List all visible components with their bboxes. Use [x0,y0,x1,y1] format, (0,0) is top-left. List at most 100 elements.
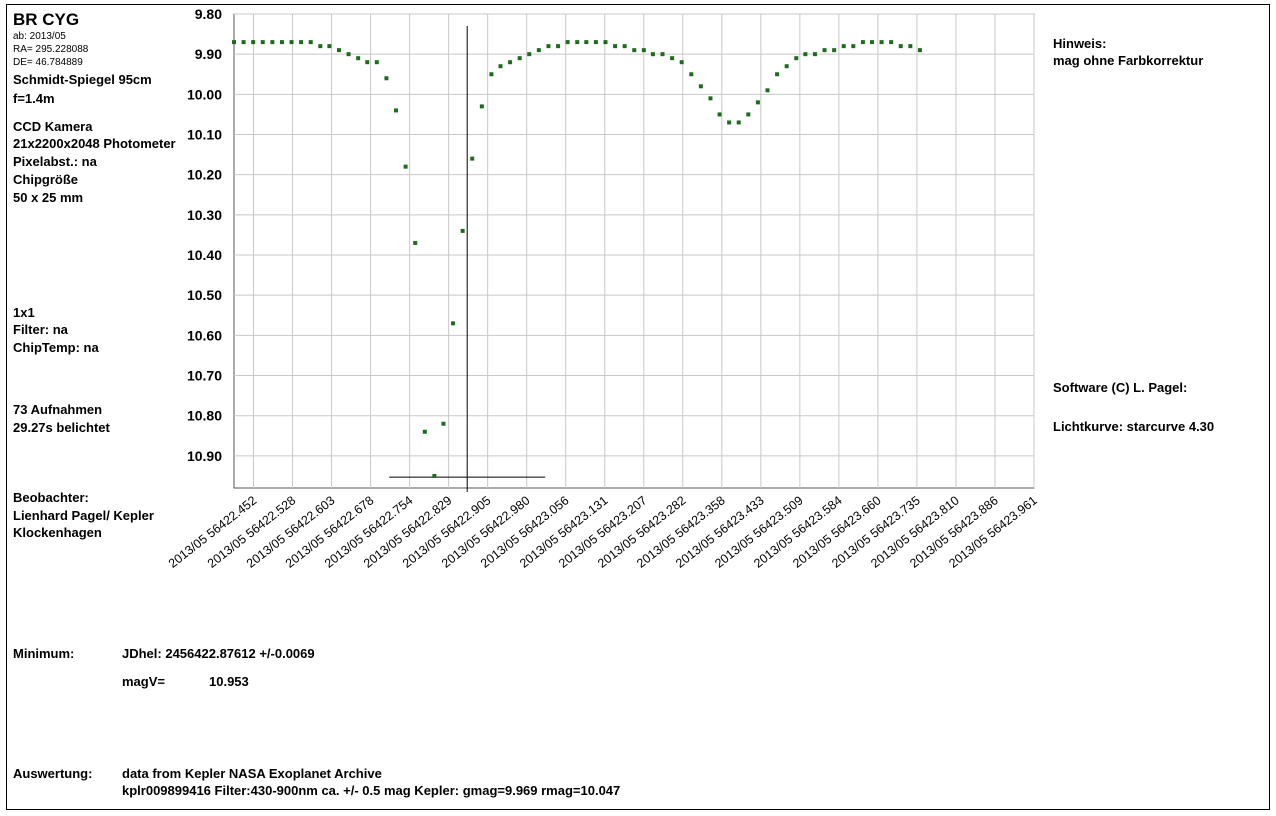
data-point [575,40,580,45]
data-point [327,44,332,49]
data-point [270,40,275,45]
data-point [851,44,856,49]
y-tick-label: 10.20 [187,167,222,183]
data-point [650,52,655,57]
data-point [260,40,265,45]
data-point [232,40,236,45]
chart-frame [6,4,1270,810]
data-point [822,48,827,53]
data-point [441,421,446,426]
data-point [546,44,551,49]
telescope: Schmidt-Spiegel 95cm [13,72,152,87]
data-point [356,56,361,61]
data-point [670,56,675,61]
data-point [717,112,722,117]
magv-label: magV= [122,674,165,689]
observer-name: Lienhard Pagel/ Kepler [13,508,154,523]
data-point [632,48,637,53]
data-point [470,156,475,161]
chip-temperature: ChipTemp: na [13,340,99,355]
data-point [394,108,399,113]
data-point [593,40,598,45]
minimum-jdhel: JDhel: 2456422.87612 +/-0.0069 [122,646,315,661]
data-point [241,40,246,45]
binning: 1x1 [13,305,35,320]
chip-size: 50 x 25 mm [13,190,84,205]
y-tick-label: 9.90 [195,46,222,62]
y-tick-label: 10.90 [187,448,222,464]
data-point [746,112,751,117]
data-point [508,60,513,65]
y-tick-label: 10.80 [187,408,222,424]
data-point [299,40,304,45]
data-point [660,52,665,57]
y-tick-label: 9.80 [195,6,222,22]
data-point [498,64,503,69]
data-point [841,44,846,49]
data-point [898,44,903,49]
star-title: BR CYG [13,10,80,29]
y-tick-label: 10.60 [187,327,222,343]
right-ascension: RA= 295.228088 [13,44,89,55]
pixel-distance: Pixelabst.: na [13,154,97,169]
data-point [413,240,418,245]
data-point [422,429,427,434]
data-point [318,44,323,49]
data-point [622,44,627,49]
data-point [479,104,484,109]
declination: DE= 46.784889 [13,57,83,68]
y-tick-label: 10.40 [187,247,222,263]
data-point [889,40,894,45]
data-point [517,56,522,61]
data-point [489,72,494,77]
data-point [698,84,703,89]
observer-location: Klockenhagen [13,525,102,540]
hint-text: mag ohne Farbkorrektur [1053,53,1204,68]
focal-length: f=1.4m [13,91,55,106]
exposure: 29.27s belichtet [13,420,110,435]
data-point [689,72,694,77]
minimum-label: Minimum: [13,646,75,661]
filter: Filter: na [13,322,68,337]
data-point [565,40,570,45]
data-point [403,164,408,169]
data-point [308,40,313,45]
data-point [279,40,284,45]
data-point [784,64,789,69]
data-point [641,48,646,53]
data-point [603,40,608,45]
data-point [432,473,437,478]
data-point [708,96,713,101]
frame-count: 73 Aufnahmen [13,402,103,417]
data-point [374,60,379,65]
data-point [917,48,922,53]
y-tick-label: 10.70 [187,368,222,384]
observer-label: Beobachter: [13,490,89,505]
data-point [251,40,256,45]
data-point [289,40,294,45]
data-point [384,76,389,81]
plot-border [233,13,1035,489]
photometer: 21x2200x2048 Photometer [13,136,176,151]
analysis-source: data from Kepler NASA Exoplanet Archive [122,766,382,781]
y-tick-label: 10.00 [187,86,222,102]
data-point [613,44,618,49]
magv-value: 10.953 [209,674,249,689]
observation-period: ab: 2013/05 [13,31,66,42]
y-tick-label: 10.10 [187,127,222,143]
data-point [860,40,865,45]
data-point [812,52,817,57]
chip-size-label: Chipgröße [13,172,78,187]
data-point [794,56,799,61]
data-point [869,40,874,45]
analysis-details: kplr009899416 Filter:430-900nm ca. +/- 0… [122,783,621,798]
data-point [584,40,589,45]
data-point [451,321,456,326]
data-point [803,52,808,57]
camera: CCD Kamera [13,119,93,134]
data-point [736,120,741,125]
lightcurve-version: Lichtkurve: starcurve 4.30 [1053,419,1215,434]
analysis-label: Auswertung: [13,766,93,781]
data-point [879,40,884,45]
